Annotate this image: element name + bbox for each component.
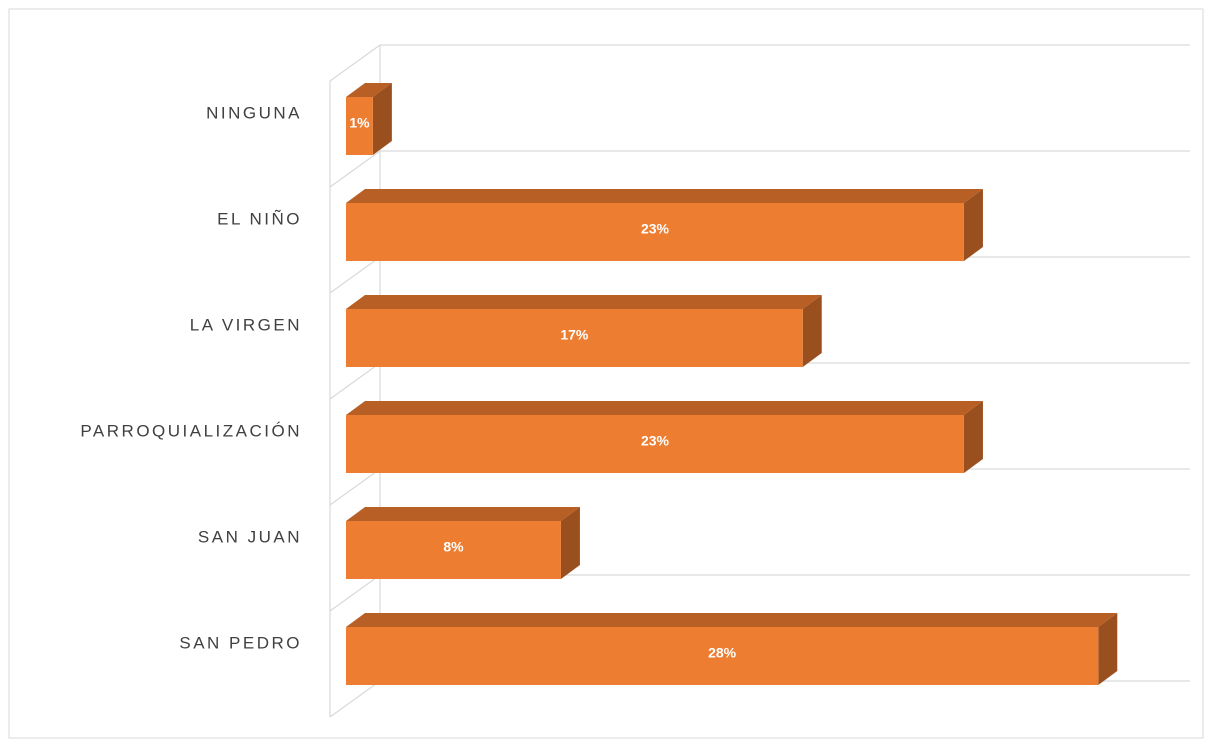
bar-top: [346, 507, 580, 521]
y-tick-label: SAN JUAN: [198, 527, 302, 546]
data-label: 17%: [560, 327, 589, 343]
bar-side: [802, 295, 822, 367]
data-label: 8%: [443, 539, 464, 555]
bar-top: [346, 295, 822, 309]
wall-line: [329, 150, 381, 188]
y-tick-label: NINGUNA: [206, 103, 302, 122]
wall-line: [329, 574, 381, 612]
wall-line: [329, 256, 381, 294]
bar-side: [963, 189, 983, 261]
bar: [346, 309, 803, 367]
bar: [346, 521, 561, 579]
bar-top: [346, 613, 1118, 627]
data-label: 23%: [641, 433, 670, 449]
y-tick-label: PARROQUIALIZACIÓN: [80, 421, 302, 440]
data-label: 1%: [349, 115, 370, 131]
bar: [346, 627, 1099, 685]
data-label: 23%: [641, 221, 670, 237]
bar-top: [346, 189, 983, 203]
bar-side: [372, 83, 392, 155]
bar-side: [963, 401, 983, 473]
y-tick-label: EL NIÑO: [217, 209, 302, 228]
wall-line: [329, 362, 381, 400]
bar-top: [346, 83, 392, 97]
y-tick-label: LA VIRGEN: [190, 315, 302, 334]
bar: [346, 415, 964, 473]
y-tick-label: SAN PEDRO: [179, 633, 302, 652]
bar: [346, 97, 373, 155]
bar-top: [346, 401, 983, 415]
bar-side: [560, 507, 580, 579]
bar-side: [1098, 613, 1118, 685]
bar: [346, 203, 964, 261]
wall-line: [329, 44, 381, 82]
wall-line: [329, 680, 381, 718]
data-label: 28%: [708, 645, 737, 661]
wall-line: [329, 468, 381, 506]
